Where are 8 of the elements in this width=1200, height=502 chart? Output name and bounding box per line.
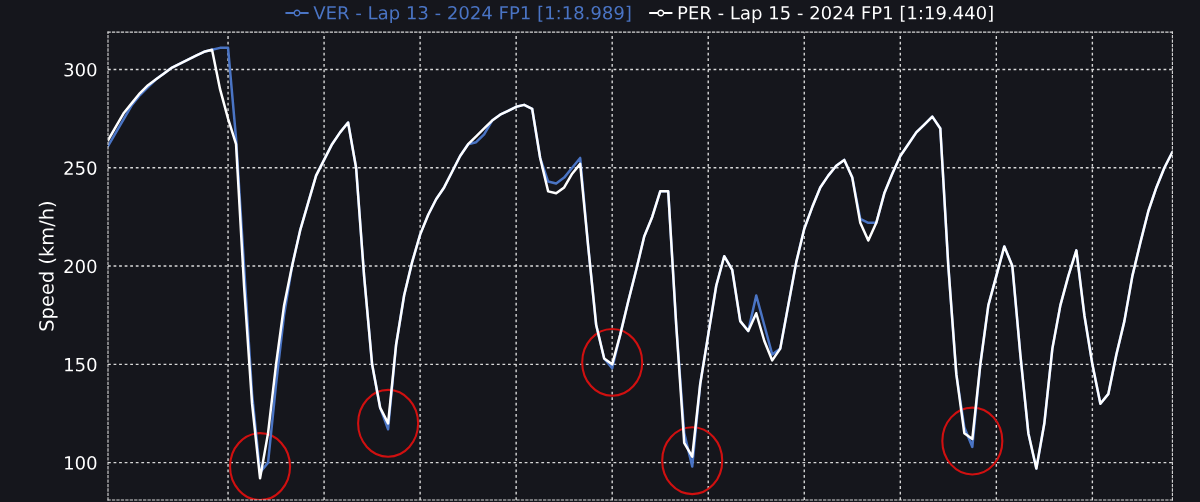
- y-tick-label: 300: [64, 62, 97, 77]
- legend-label: PER - Lap 15 - 2024 FP1 [1:19.440]: [678, 5, 993, 24]
- y-tick-label: 250: [64, 161, 97, 175]
- legend-label: VER - Lap 13 - 2024 FP1 [1:18.989]: [313, 5, 631, 24]
- y-axis-title: Speed (km/h): [38, 202, 58, 331]
- y-tick-label: 100: [65, 456, 97, 470]
- y-tick-label: 150: [65, 357, 97, 372]
- y-tick-label: 200: [64, 259, 97, 274]
